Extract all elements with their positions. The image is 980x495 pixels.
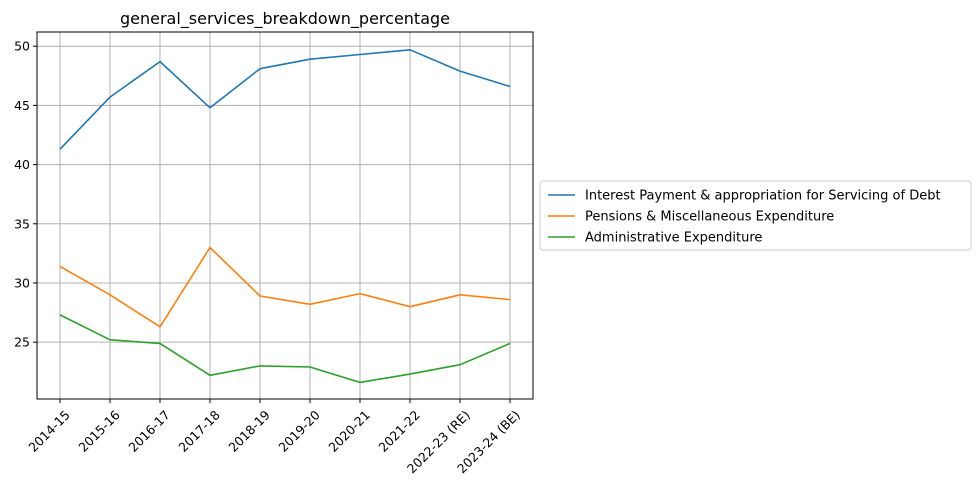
- x-tick-label: 2021-22: [375, 407, 423, 455]
- legend-label: Interest Payment & appropriation for Ser…: [585, 189, 941, 204]
- plot-area-frame: [36, 31, 534, 400]
- y-tick-label: 35: [14, 216, 30, 231]
- y-tick-label: 30: [14, 275, 30, 290]
- series-line: [59, 314, 511, 384]
- chart-title: general_services_breakdown_percentage: [120, 9, 450, 29]
- y-axis: 25 30 35 40 45 50: [14, 39, 37, 350]
- x-tick-label: 2019-20: [275, 407, 323, 455]
- grid-lines: [37, 32, 533, 399]
- legend-box: [539, 180, 972, 251]
- x-tick-label: 2015-16: [75, 407, 123, 455]
- x-tick-label: 2016-17: [125, 407, 173, 455]
- x-tick-label: 2018-19: [225, 407, 273, 455]
- x-tick-label: 2020-21: [325, 407, 373, 455]
- legend-label: Administrative Expenditure: [585, 231, 762, 246]
- y-tick-label: 25: [14, 335, 30, 350]
- y-tick-label: 50: [14, 39, 30, 54]
- y-tick-label: 45: [14, 98, 30, 113]
- x-tick-label: 2017-18: [175, 407, 223, 455]
- legend-label: Pensions & Miscellaneous Expenditure: [585, 210, 834, 225]
- series-line: [59, 48, 511, 150]
- x-axis: 2014-15 2015-16 2016-17 2017-18 2018-19 2019-…: [25, 399, 523, 476]
- series-line: [59, 246, 511, 328]
- x-tick-label: 2014-15: [25, 407, 73, 455]
- legend: Interest Payment & appropriation for Ser…: [539, 180, 972, 251]
- y-tick-label: 40: [14, 157, 30, 172]
- series-lines: [59, 48, 511, 384]
